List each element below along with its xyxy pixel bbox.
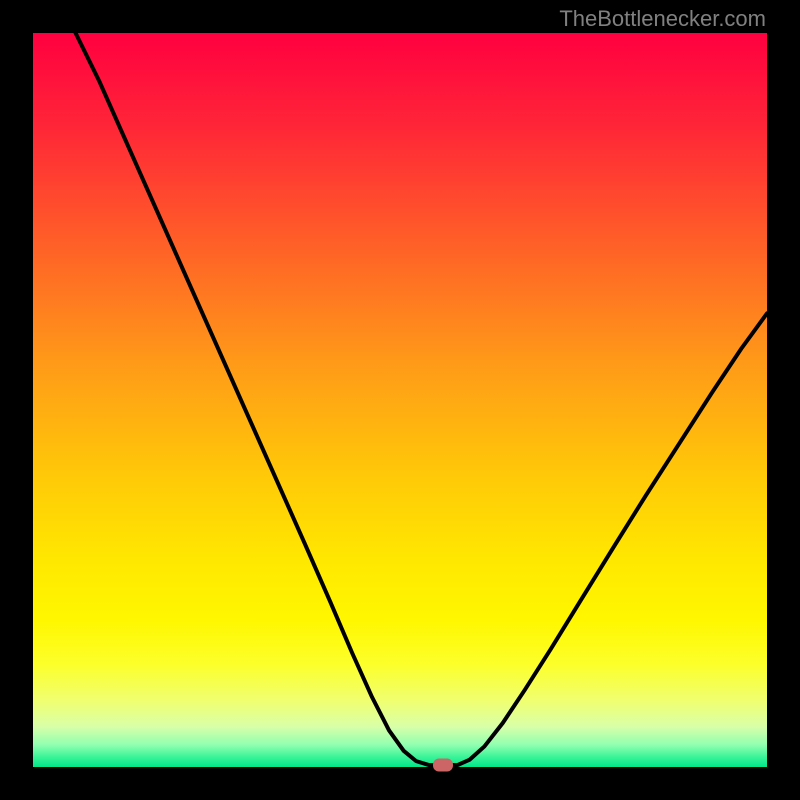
curve-layer bbox=[33, 33, 767, 767]
chart-container: TheBottlenecker.com bbox=[0, 0, 800, 800]
bottleneck-curve bbox=[76, 33, 767, 765]
minimum-marker bbox=[433, 759, 453, 772]
minimum-marker-shape bbox=[433, 759, 453, 772]
plot-area bbox=[33, 33, 767, 767]
watermark-text: TheBottlenecker.com bbox=[559, 6, 766, 32]
